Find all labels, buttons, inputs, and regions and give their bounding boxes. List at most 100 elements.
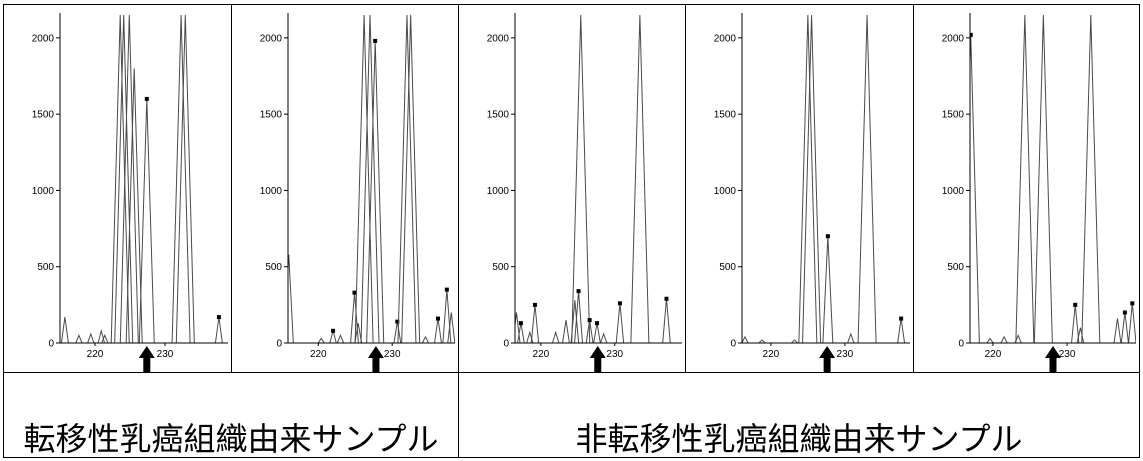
peak-marker — [444, 287, 449, 292]
peak-trace — [1071, 304, 1080, 343]
y-tick-label: 1000 — [942, 186, 965, 197]
peak-trace — [171, 14, 191, 343]
position-arrow — [589, 346, 606, 372]
peak-marker — [1073, 302, 1078, 307]
peak-marker — [352, 290, 357, 295]
peak-trace — [114, 14, 134, 343]
peak-trace — [742, 335, 749, 343]
peak-trace — [442, 289, 452, 343]
peak-trace — [119, 14, 139, 343]
peak-trace — [75, 334, 83, 343]
peak-trace — [857, 14, 877, 343]
peak-marker — [664, 296, 669, 301]
y-tick-label: 1000 — [32, 186, 55, 197]
peak-trace — [662, 298, 671, 343]
peak-marker — [587, 318, 592, 323]
y-tick-label: 0 — [958, 339, 964, 350]
peak-marker — [825, 234, 830, 239]
peak-trace — [434, 318, 442, 343]
chart-non-metastatic-3: 0 500 1000 1500 2000 220 230 — [942, 13, 1136, 372]
trace-group — [970, 14, 1136, 343]
trace-group — [288, 14, 455, 343]
y-tick-label: 2000 — [487, 33, 510, 44]
peak-marker — [899, 316, 904, 321]
position-arrow — [819, 346, 836, 372]
peak-trace — [397, 14, 417, 343]
y-tick-label: 2000 — [260, 33, 283, 44]
peak-trace — [214, 316, 223, 343]
trace-group — [515, 14, 671, 343]
x-tick-label: 220 — [763, 349, 780, 360]
peak-trace — [1128, 303, 1136, 343]
peak-trace — [288, 254, 294, 343]
group-label-non-metastatic: 非転移性乳癌組織由来サンプル — [575, 420, 1023, 458]
peak-trace — [87, 332, 95, 343]
figure-frame — [3, 4, 1140, 458]
peak-marker — [144, 96, 149, 101]
peak-marker — [518, 321, 523, 326]
peak-trace — [571, 14, 591, 343]
peak-trace — [110, 14, 130, 343]
trace-group — [742, 14, 906, 343]
y-tick-label: 1500 — [32, 110, 55, 121]
y-tick-label: 1000 — [260, 186, 283, 197]
y-tick-label: 0 — [48, 339, 54, 350]
peak-marker — [373, 38, 378, 43]
peak-trace — [847, 332, 855, 343]
y-tick-label: 2000 — [714, 33, 737, 44]
peak-trace — [1081, 14, 1101, 343]
peak-trace — [354, 14, 374, 343]
position-arrow — [138, 346, 155, 372]
peak-marker — [1130, 301, 1135, 306]
group-divider — [458, 4, 459, 458]
panel-divider — [231, 4, 232, 372]
y-tick-label: 1000 — [487, 186, 510, 197]
x-tick-label: 230 — [157, 349, 174, 360]
peak-trace — [758, 339, 766, 343]
peak-marker — [216, 315, 221, 320]
peak-trace — [562, 320, 570, 343]
x-tick-label: 230 — [606, 349, 623, 360]
chart-non-metastatic-1: 0 500 1000 1500 2000 220 230 — [487, 13, 682, 372]
y-tick-label: 500 — [719, 262, 736, 273]
y-tick-label: 0 — [503, 339, 509, 350]
peak-marker — [617, 301, 622, 306]
peak-trace — [615, 303, 625, 343]
peak-trace — [530, 304, 540, 343]
x-tick-label: 230 — [384, 349, 401, 360]
peak-trace — [447, 312, 455, 343]
x-tick-label: 230 — [1059, 349, 1076, 360]
group-label-metastatic: 転移性乳癌組織由来サンプル — [23, 420, 439, 458]
peak-marker — [595, 321, 600, 326]
peak-trace — [630, 14, 650, 343]
peak-trace — [1000, 335, 1008, 343]
x-tick-label: 220 — [87, 349, 104, 360]
position-arrow — [1045, 346, 1061, 372]
y-tick-label: 1500 — [714, 110, 737, 121]
peak-trace — [1033, 14, 1053, 343]
peak-trace — [600, 332, 608, 343]
peak-marker — [331, 328, 336, 333]
peak-trace — [60, 316, 69, 343]
y-tick-label: 500 — [265, 262, 282, 273]
peak-trace — [1113, 318, 1122, 343]
y-tick-label: 1500 — [487, 110, 510, 121]
chart-non-metastatic-2: 0 500 1000 1500 2000 220 230 — [714, 13, 910, 372]
x-tick-label: 230 — [837, 349, 854, 360]
peak-trace — [897, 318, 906, 343]
peak-trace — [551, 330, 560, 343]
y-tick-label: 0 — [276, 339, 282, 350]
peak-trace — [421, 335, 429, 343]
y-tick-label: 1500 — [942, 110, 965, 121]
peak-trace — [101, 334, 109, 343]
peak-marker — [395, 319, 400, 324]
peak-trace — [317, 337, 325, 343]
panel-divider — [685, 4, 686, 372]
row-divider — [3, 372, 1140, 373]
y-tick-label: 500 — [37, 262, 54, 273]
peak-trace — [791, 339, 798, 343]
peak-trace — [798, 14, 818, 343]
y-tick-label: 0 — [730, 339, 736, 350]
chart-metastatic-1: 0 500 1000 1500 2000 220 230 — [32, 13, 228, 372]
peak-marker — [576, 289, 581, 294]
